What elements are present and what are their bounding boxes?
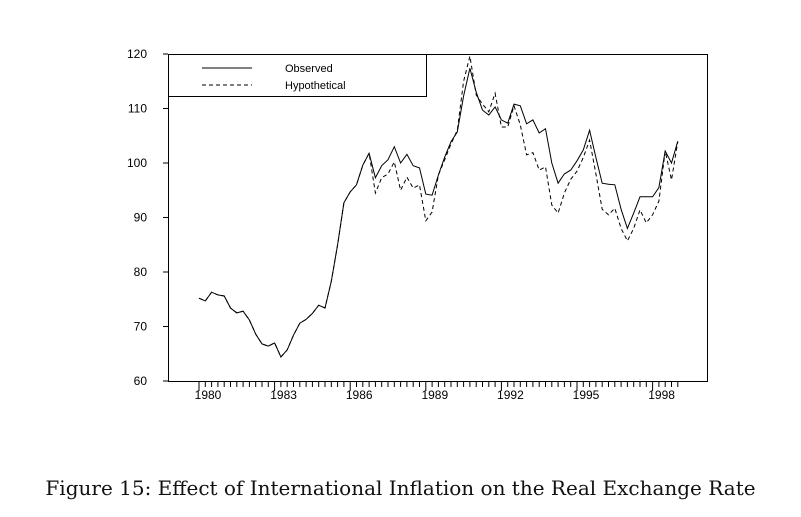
y-tick-label: 100 bbox=[127, 156, 147, 170]
y-axis: 60 70 80 90 100 110 120 bbox=[127, 47, 168, 388]
plot-frame bbox=[168, 54, 708, 382]
y-tick-label: 70 bbox=[134, 320, 148, 334]
x-tick-label: 1986 bbox=[346, 388, 373, 402]
y-tick-label: 120 bbox=[127, 47, 147, 61]
y-tick-label: 110 bbox=[128, 102, 147, 116]
series-lines bbox=[198, 56, 679, 358]
legend-observed-label: Observed bbox=[285, 63, 333, 75]
x-tick-label: 1995 bbox=[573, 388, 600, 402]
legend-hypothetical-label: Hypothetical bbox=[285, 80, 346, 92]
legend-box bbox=[168, 54, 427, 97]
x-axis: 1980 1983 1986 1989 1992 1995 1998 bbox=[195, 381, 679, 402]
series-line-hypothetical bbox=[198, 56, 679, 358]
y-tick-label: 80 bbox=[134, 265, 148, 279]
legend: Observed Hypothetical bbox=[168, 54, 427, 97]
y-tick-label: 90 bbox=[134, 211, 148, 225]
y-tick-label: 60 bbox=[134, 374, 148, 388]
x-tick-label: 1983 bbox=[270, 388, 297, 402]
x-tick-label: 1998 bbox=[648, 388, 675, 402]
x-tick-label: 1980 bbox=[195, 388, 222, 402]
figure-caption: Figure 15: Effect of International Infla… bbox=[45, 476, 756, 500]
x-tick-label: 1989 bbox=[421, 388, 448, 402]
x-tick-label: 1992 bbox=[497, 388, 524, 402]
